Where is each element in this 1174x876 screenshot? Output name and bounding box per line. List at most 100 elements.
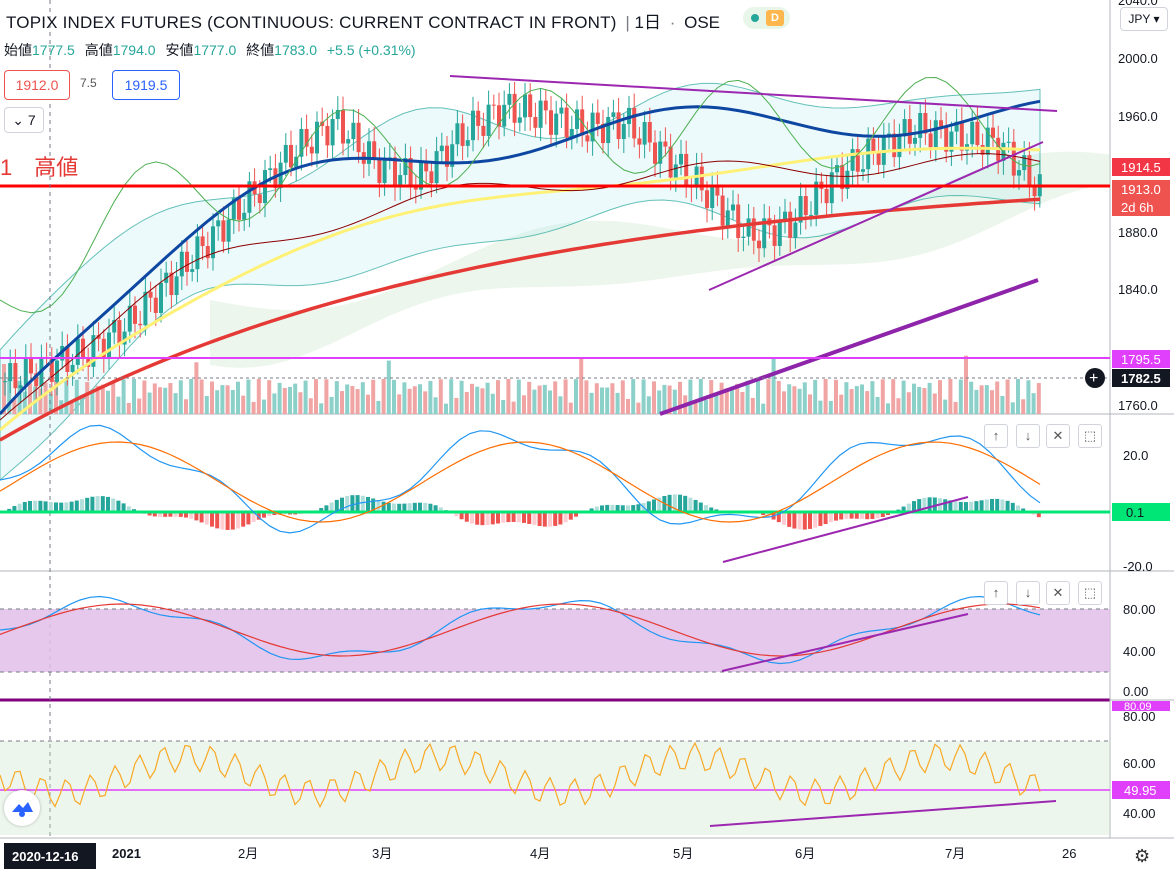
candle-body (471, 110, 475, 141)
candle-body (939, 120, 943, 127)
currency-select[interactable]: JPY ▾ (1120, 7, 1168, 31)
ma-slow-line (0, 197, 1041, 442)
macd-histogram-bar (22, 501, 27, 512)
candle-body (117, 320, 122, 345)
volume-bar (288, 386, 292, 414)
macd-histogram-bar (189, 512, 194, 519)
macd-histogram-bar (626, 505, 630, 512)
macd-histogram-bar (1000, 499, 1005, 512)
volume-bar (672, 389, 677, 414)
price-tick-label: 1880.0 (1118, 225, 1158, 240)
macd-histogram-bar (381, 501, 386, 512)
macd-histogram-bar (80, 499, 84, 512)
volume-bar (943, 399, 948, 414)
candle-body (668, 146, 673, 178)
candle-body (1027, 155, 1032, 186)
volume-bar (662, 384, 667, 414)
candle-body (96, 335, 101, 339)
volume-bar (589, 392, 594, 414)
macd-histogram-bar (709, 507, 714, 512)
price-label-text: 1913.0 (1121, 182, 1161, 197)
indicators-toggle-button[interactable]: ⌄ 7 (4, 107, 44, 133)
volume-bar (74, 379, 79, 414)
volume-bar (756, 379, 760, 414)
macd-histogram-bar (329, 502, 334, 512)
settings-gear-icon[interactable]: ⚙ (1134, 846, 1151, 866)
volume-bar (293, 383, 298, 414)
volume-bar (189, 379, 194, 414)
volume-bar (38, 388, 43, 414)
volume-bar (1005, 379, 1010, 414)
volume-bar (412, 386, 417, 414)
macd-histogram-bar (875, 512, 880, 519)
sell-button[interactable]: 1912.0 (4, 70, 70, 100)
macd-histogram-bar (184, 512, 188, 518)
macd-histogram-bar (194, 512, 199, 521)
volume-bar (870, 381, 875, 414)
volume-bar (797, 388, 802, 414)
tradingview-logo-icon[interactable] (4, 790, 40, 826)
volume-bar (22, 391, 27, 414)
candle-body (148, 291, 153, 298)
macd-histogram-bar (834, 512, 838, 521)
macd-histogram-bar (163, 512, 168, 517)
candle-body (933, 120, 938, 148)
candle-body (684, 153, 689, 186)
volume-bar (563, 379, 568, 414)
volume-bar (168, 383, 173, 414)
macd-histogram-bar (704, 505, 708, 512)
volume-bar (48, 394, 53, 414)
candle-body (377, 158, 382, 183)
candle-body (741, 236, 746, 238)
price-tick-label: 2000.0 (1118, 51, 1158, 66)
macd-histogram-bar (984, 499, 989, 512)
buy-button[interactable]: 1919.5 (112, 70, 180, 100)
volume-bar (990, 390, 994, 414)
candle-body (335, 109, 340, 120)
macd-histogram-bar (657, 497, 662, 512)
stoch-d-line (0, 603, 1041, 657)
crosshair-add-circle[interactable] (1085, 368, 1105, 388)
stoch-move-down-button[interactable]: ↓ (1016, 581, 1040, 605)
pane-move-down-button[interactable]: ↓ (1016, 424, 1040, 448)
volume-bar (178, 380, 183, 414)
macd-histogram-bar (979, 500, 984, 512)
pane-close-button[interactable]: ✕ (1046, 424, 1070, 448)
macd-histogram-bar (267, 512, 272, 517)
pane-move-up-button[interactable]: ↑ (984, 424, 1008, 448)
candle-body (569, 128, 574, 138)
candle-body (247, 181, 252, 213)
macd-histogram-bar (1005, 500, 1010, 512)
volume-bar (418, 384, 422, 414)
interval-label[interactable]: 1日 (634, 13, 661, 32)
stoch-maximize-button[interactable]: ⬚ (1078, 581, 1102, 605)
candle-body (512, 93, 517, 123)
candle-body (829, 172, 834, 204)
macd-histogram-bar (610, 504, 615, 512)
volume-bar (100, 384, 105, 414)
symbol-title[interactable]: TOPIX INDEX FUTURES (CONTINUOUS: CURRENT… (6, 13, 617, 32)
ohlc-legend: 始値1777.5 高値1794.0 安値1777.0 終値1783.0 +5.5… (4, 42, 416, 58)
delayed-data-icon[interactable]: D (766, 10, 784, 26)
volume-bar (532, 389, 537, 414)
volume-bar (537, 385, 542, 414)
candle-body (445, 145, 449, 167)
candle-body (642, 122, 647, 145)
pane-maximize-button[interactable]: ⬚ (1078, 424, 1102, 448)
volume-bar (834, 379, 838, 414)
volume-bar (678, 381, 682, 414)
volume-bar (438, 379, 443, 414)
volume-bar (922, 388, 927, 414)
volume-bar (896, 398, 901, 414)
stoch-move-up-button[interactable]: ↑ (984, 581, 1008, 605)
exchange-label: OSE (684, 13, 720, 32)
macd-histogram-bar (631, 505, 636, 512)
candle-body (424, 161, 429, 172)
macd-value-box (1112, 503, 1170, 521)
stoch-close-button[interactable]: ✕ (1046, 581, 1070, 605)
volume-bar (366, 394, 370, 414)
candle-body (476, 110, 481, 126)
candle-body (731, 204, 735, 211)
price-label-box (1112, 369, 1170, 387)
